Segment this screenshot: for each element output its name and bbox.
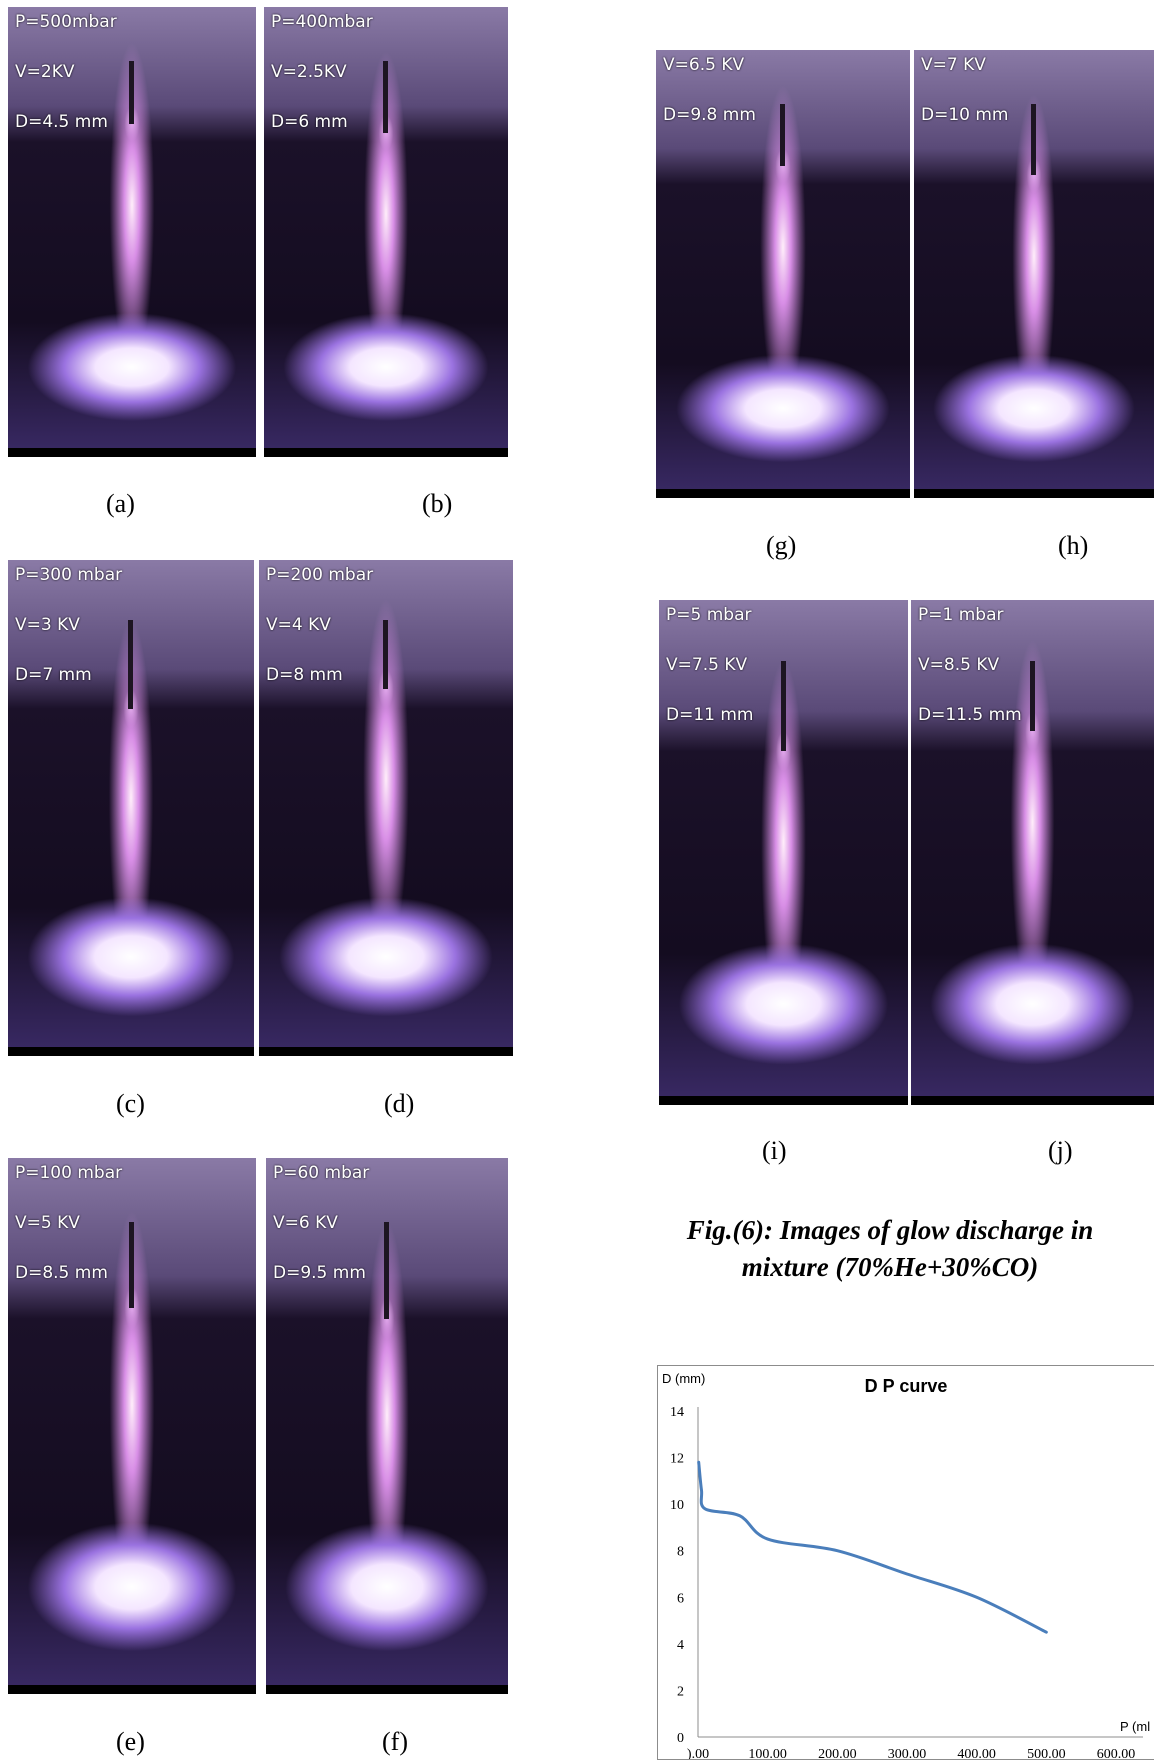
- y-axis-label: D (mm): [662, 1371, 705, 1386]
- photo-panel-g: V=6.5 KV D=9.8 mm: [656, 50, 910, 498]
- panel-g-param-0: V=6.5 KV: [663, 55, 745, 75]
- panel-e-param-0: P=100 mbar: [15, 1163, 123, 1183]
- electrode-rod: [780, 103, 785, 167]
- electrode-rod: [129, 1222, 134, 1309]
- electrode-rod: [383, 61, 388, 133]
- photo-panel-f: P=60 mbar V=6 KV D=9.5 mm: [266, 1158, 508, 1694]
- y-tick-label: 14: [670, 1405, 684, 1420]
- figure-caption-line2: mixture (70%He+30%CO): [741, 1252, 1039, 1282]
- y-tick-label: 4: [677, 1638, 684, 1653]
- x-tick-label: 200.00: [818, 1747, 857, 1759]
- photo-panel-d: P=200 mbar V=4 KV D=8 mm: [259, 560, 513, 1056]
- panel-b-param-0: P=400mbar: [271, 12, 373, 32]
- electrode-rod: [128, 619, 133, 709]
- photo-bottom-strip: [266, 1685, 508, 1694]
- panel-b-param-2: D=6 mm: [271, 112, 348, 132]
- photo-panel-b: P=400mbar V=2.5KV D=6 mm: [264, 7, 508, 457]
- photo-bottom-strip: [911, 1096, 1154, 1105]
- panel-caption-e: (e): [116, 1727, 145, 1756]
- electrode-rod: [1031, 103, 1036, 176]
- photo-bottom-strip: [914, 489, 1154, 498]
- photo-bottom-strip: [656, 489, 910, 498]
- panel-caption-f: (f): [382, 1727, 408, 1756]
- photo-panel-e: P=100 mbar V=5 KV D=8.5 mm: [8, 1158, 256, 1694]
- panel-caption-g: (g): [766, 531, 797, 560]
- panel-j-param-0: P=1 mbar: [918, 605, 1004, 625]
- y-tick-label: 6: [677, 1591, 684, 1606]
- y-tick-label: 8: [677, 1545, 684, 1560]
- panel-d-param-1: V=4 KV: [266, 615, 331, 635]
- panel-caption-c: (c): [116, 1089, 145, 1118]
- panel-i-param-2: D=11 mm: [666, 705, 754, 725]
- photo-panel-c: P=300 mbar V=3 KV D=7 mm: [8, 560, 254, 1056]
- y-tick-label: 0: [677, 1731, 684, 1746]
- photo-panel-j: P=1 mbar V=8.5 KV D=11.5 mm: [911, 600, 1154, 1105]
- panel-j-param-1: V=8.5 KV: [918, 655, 1000, 675]
- series-line-0: [697, 1460, 1048, 1634]
- dp-curve-chart: 0 2 4 6 8 10 12 14 ).00 100.00 200.00 300.00 400.00 5…: [657, 1365, 1154, 1760]
- y-tick-label: 2: [677, 1684, 684, 1699]
- panel-caption-h: (h): [1058, 531, 1089, 560]
- photo-panel-a: P=500mbar V=2KV D=4.5 mm: [8, 7, 256, 457]
- electrode-rod: [383, 619, 388, 689]
- photo-bottom-strip: [8, 1685, 256, 1694]
- panel-c-param-1: V=3 KV: [15, 615, 80, 635]
- x-tick-label: 300.00: [888, 1747, 927, 1759]
- panel-a-param-2: D=4.5 mm: [15, 112, 108, 132]
- panel-caption-i: (i): [762, 1136, 787, 1165]
- panel-h-param-1: D=10 mm: [921, 105, 1009, 125]
- panel-a-param-1: V=2KV: [15, 62, 75, 82]
- panel-caption-a: (a): [106, 489, 135, 518]
- panel-b-param-1: V=2.5KV: [271, 62, 347, 82]
- chart-title: D P curve: [865, 1376, 948, 1396]
- panel-g-param-1: D=9.8 mm: [663, 105, 756, 125]
- figure-caption-line1: Fig.(6): Images of glow discharge in: [686, 1215, 1094, 1245]
- panel-f-param-1: V=6 KV: [273, 1213, 338, 1233]
- panel-caption-j: (j): [1048, 1136, 1073, 1165]
- panel-d-param-2: D=8 mm: [266, 665, 343, 685]
- panel-f-param-0: P=60 mbar: [273, 1163, 370, 1183]
- photo-bottom-strip: [659, 1096, 908, 1105]
- panel-a-param-0: P=500mbar: [15, 12, 117, 32]
- panel-e-param-2: D=8.5 mm: [15, 1263, 108, 1283]
- x-tick-label: 600.00: [1097, 1747, 1136, 1759]
- panel-caption-b: (b): [422, 489, 453, 518]
- photo-bottom-strip: [259, 1047, 513, 1056]
- panel-j-param-2: D=11.5 mm: [918, 705, 1022, 725]
- panel-i-param-1: V=7.5 KV: [666, 655, 748, 675]
- photo-bottom-strip: [264, 448, 508, 457]
- x-tick-label: 400.00: [957, 1747, 996, 1759]
- photo-bottom-strip: [8, 1047, 254, 1056]
- y-tick-label: 12: [670, 1452, 684, 1467]
- panel-d-param-0: P=200 mbar: [266, 565, 374, 585]
- photo-panel-i: P=5 mbar V=7.5 KV D=11 mm: [659, 600, 908, 1105]
- dp-curve-svg: 0 2 4 6 8 10 12 14 ).00 100.00 200.00 300.00 400.00 5…: [662, 1371, 1150, 1759]
- panel-h-param-0: V=7 KV: [921, 55, 986, 75]
- electrode-rod: [1029, 660, 1035, 732]
- x-axis-label: P (ml: [1120, 1719, 1150, 1734]
- panel-c-param-0: P=300 mbar: [15, 565, 123, 585]
- panel-i-param-0: P=5 mbar: [666, 605, 752, 625]
- x-tick-label: 100.00: [748, 1747, 787, 1759]
- electrode-rod: [780, 660, 786, 752]
- panel-e-param-1: V=5 KV: [15, 1213, 80, 1233]
- panel-c-param-2: D=7 mm: [15, 665, 92, 685]
- panel-caption-d: (d): [384, 1089, 415, 1118]
- electrode-rod: [384, 1222, 389, 1319]
- x-tick-label: 500.00: [1027, 1747, 1066, 1759]
- x-tick-label: ).00: [687, 1747, 709, 1759]
- panel-f-param-2: D=9.5 mm: [273, 1263, 366, 1283]
- photo-panel-h: V=7 KV D=10 mm: [914, 50, 1154, 498]
- electrode-rod: [129, 61, 134, 124]
- y-tick-label: 10: [670, 1498, 684, 1513]
- photo-bottom-strip: [8, 448, 256, 457]
